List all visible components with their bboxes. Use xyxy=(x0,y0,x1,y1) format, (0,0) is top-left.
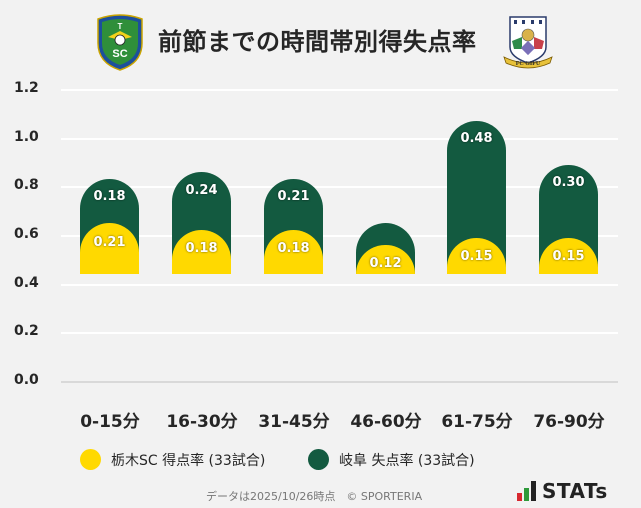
svg-text:SC: SC xyxy=(112,48,127,60)
y-tick-label: 0.2 xyxy=(14,323,39,339)
legend-item-gifu-conceded: 岐阜 失点率 (33試合) xyxy=(308,449,475,470)
baseline xyxy=(61,381,618,383)
bar-scored xyxy=(172,230,231,274)
gridline xyxy=(61,89,618,91)
y-tick-label: 1.2 xyxy=(14,80,39,96)
legend-label: 栃木SC 得点率 (33試合) xyxy=(111,452,266,469)
gridline xyxy=(61,332,618,334)
x-tick-label: 0-15分 xyxy=(80,412,140,432)
fc-gifu-logo-icon: FC GIFU xyxy=(503,16,553,69)
gridline xyxy=(61,186,618,188)
bar-label-conceded: 0.30 xyxy=(552,175,585,190)
data-date-note: データは2025/10/26時点 © SPORTERIA xyxy=(206,490,423,503)
gridline xyxy=(61,235,618,237)
y-tick-label: 0.6 xyxy=(14,226,39,242)
y-tick-label: 1.0 xyxy=(14,129,39,145)
stats-bar-black-icon xyxy=(531,481,536,501)
bar-label-scored: 0.15 xyxy=(552,249,585,264)
chart-plot-area: 1.2 1.0 0.8 0.6 0.4 0.2 0.0 0.18 0.21 0.… xyxy=(14,80,618,432)
bar-label-scored: 0.12 xyxy=(369,256,402,271)
x-tick-label: 76-90分 xyxy=(533,412,605,432)
bar-label-conceded: 0.21 xyxy=(277,189,310,204)
legend-item-tochigi-scored: 栃木SC 得点率 (33試合) xyxy=(80,449,265,470)
stats-bar-green-icon xyxy=(524,488,529,501)
bar-label-conceded: 0.18 xyxy=(93,189,126,204)
y-tick-label: 0.4 xyxy=(14,275,39,291)
y-tick-label: 0.8 xyxy=(14,177,39,193)
bar-label-conceded: 0.48 xyxy=(460,131,493,146)
legend-dot-icon xyxy=(80,449,101,470)
legend-label: 岐阜 失点率 (33試合) xyxy=(339,452,475,469)
legend-dot-icon xyxy=(308,449,329,470)
tochigi-sc-logo-icon: T SC xyxy=(97,14,143,71)
chart-title: 前節までの時間帯別得失点率 xyxy=(158,28,477,56)
svg-text:FC GIFU: FC GIFU xyxy=(516,61,541,67)
stats-brand-logo: STATs xyxy=(517,479,608,501)
bar-label-scored: 0.15 xyxy=(460,249,493,264)
bar-scored xyxy=(264,230,323,274)
bar-label-conceded: 0.24 xyxy=(185,183,218,198)
y-tick-label: 0.0 xyxy=(14,372,39,388)
x-tick-label: 16-30分 xyxy=(166,412,238,432)
x-tick-label: 46-60分 xyxy=(350,412,422,432)
svg-text:T: T xyxy=(118,22,123,31)
stats-bar-red-icon xyxy=(517,493,522,501)
gridline xyxy=(61,284,618,286)
gridline xyxy=(61,138,618,140)
bar-label-scored: 0.18 xyxy=(277,241,310,256)
bar-scored xyxy=(80,223,139,274)
stats-brand-text: STATs xyxy=(542,479,608,503)
x-tick-label: 31-45分 xyxy=(258,412,330,432)
bar-label-scored: 0.18 xyxy=(185,241,218,256)
x-tick-label: 61-75分 xyxy=(441,412,513,432)
bar-label-scored: 0.21 xyxy=(93,235,126,250)
